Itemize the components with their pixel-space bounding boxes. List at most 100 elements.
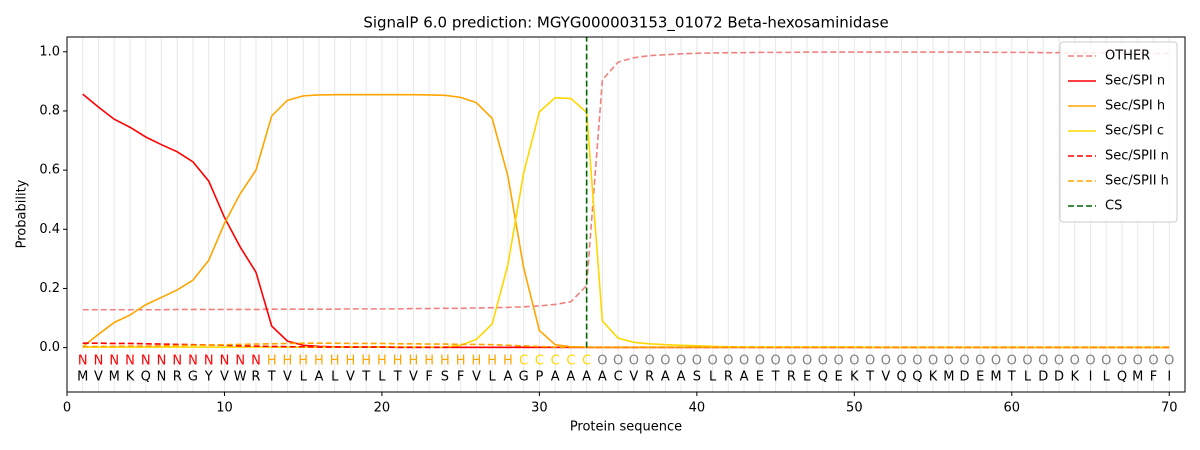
- residue: P: [535, 370, 543, 385]
- state-label: O: [881, 354, 891, 369]
- state-label: O: [692, 354, 702, 369]
- state-label: O: [849, 354, 859, 369]
- state-label: O: [975, 354, 985, 369]
- state-label: H: [393, 354, 403, 369]
- residue: L: [489, 370, 497, 385]
- state-label: O: [944, 354, 954, 369]
- state-label: O: [1085, 354, 1095, 369]
- state-label: O: [1070, 354, 1080, 369]
- state-label: H: [503, 354, 513, 369]
- state-label: O: [786, 354, 796, 369]
- residue: R: [787, 370, 796, 385]
- residue: T: [393, 370, 402, 385]
- state-label: O: [1164, 354, 1174, 369]
- residue: D: [1054, 370, 1064, 385]
- x-tick-label: 10: [216, 401, 233, 416]
- state-label: C: [582, 354, 591, 369]
- residue: Q: [1117, 370, 1127, 385]
- residue: F: [457, 370, 464, 385]
- residue: L: [331, 370, 339, 385]
- residue: T: [771, 370, 780, 385]
- state-label: O: [1148, 354, 1158, 369]
- state-label: H: [346, 354, 356, 369]
- state-label: O: [896, 354, 906, 369]
- residue: Q: [141, 370, 151, 385]
- state-label: O: [1101, 354, 1111, 369]
- state-label: N: [172, 354, 182, 369]
- state-label: O: [912, 354, 922, 369]
- residue: Y: [204, 370, 213, 385]
- state-label: C: [566, 354, 575, 369]
- state-label: H: [330, 354, 340, 369]
- residue: R: [645, 370, 654, 385]
- state-label: O: [660, 354, 670, 369]
- state-label: O: [613, 354, 623, 369]
- state-label: O: [991, 354, 1001, 369]
- y-tick-label: 0.2: [39, 281, 60, 296]
- state-label: H: [440, 354, 450, 369]
- x-tick-label: 50: [846, 401, 863, 416]
- state-label: H: [314, 354, 324, 369]
- x-tick-label: 30: [531, 401, 548, 416]
- residue: K: [850, 370, 859, 385]
- series-line: [82, 342, 1170, 348]
- residue: Q: [896, 370, 906, 385]
- state-label: O: [755, 354, 765, 369]
- y-tick-label: 0.0: [39, 340, 60, 355]
- state-label: C: [535, 354, 544, 369]
- state-label: N: [78, 354, 88, 369]
- legend-label: Sec/SPII h: [1105, 174, 1169, 189]
- state-label: H: [283, 354, 293, 369]
- y-tick-label: 0.8: [39, 103, 60, 118]
- residue: E: [976, 370, 984, 385]
- plot-frame: [66, 36, 1186, 393]
- residue: E: [834, 370, 842, 385]
- state-label: O: [833, 354, 843, 369]
- residue: M: [990, 370, 1001, 385]
- state-label: C: [519, 354, 528, 369]
- state-label: N: [220, 354, 230, 369]
- state-label: N: [157, 354, 167, 369]
- residue: L: [300, 370, 308, 385]
- state-label: H: [409, 354, 419, 369]
- residue: R: [724, 370, 733, 385]
- residue: E: [756, 370, 764, 385]
- legend-label: Sec/SPI h: [1105, 99, 1165, 114]
- residue: L: [1024, 370, 1032, 385]
- y-axis-label: Probability: [15, 179, 30, 248]
- residue: V: [881, 370, 890, 385]
- residue: M: [943, 370, 954, 385]
- residue: V: [283, 370, 292, 385]
- legend-label: Sec/SPI c: [1105, 124, 1164, 139]
- state-label: O: [597, 354, 607, 369]
- state-label: O: [802, 354, 812, 369]
- state-label: H: [456, 354, 466, 369]
- state-label: O: [707, 354, 717, 369]
- residue: G: [188, 370, 198, 385]
- state-label: O: [865, 354, 875, 369]
- residue: M: [109, 370, 120, 385]
- state-label: O: [818, 354, 828, 369]
- legend-label: Sec/SPII n: [1105, 149, 1169, 164]
- residue: S: [441, 370, 449, 385]
- residue: K: [929, 370, 938, 385]
- residue: K: [126, 370, 135, 385]
- state-label: N: [235, 354, 245, 369]
- state-label: O: [1054, 354, 1064, 369]
- state-label: N: [188, 354, 198, 369]
- x-axis-label: Protein sequence: [570, 420, 682, 435]
- residue: Q: [912, 370, 922, 385]
- residue: L: [709, 370, 717, 385]
- residue: L: [378, 370, 386, 385]
- x-tick-label: 60: [1004, 401, 1021, 416]
- state-label: O: [723, 354, 733, 369]
- state-label: O: [1133, 354, 1143, 369]
- residue: A: [677, 370, 686, 385]
- residue: T: [1007, 370, 1016, 385]
- state-label: N: [94, 354, 104, 369]
- state-label: H: [487, 354, 497, 369]
- residue: F: [1150, 370, 1157, 385]
- state-label: N: [125, 354, 135, 369]
- state-label: O: [676, 354, 686, 369]
- state-label: H: [361, 354, 371, 369]
